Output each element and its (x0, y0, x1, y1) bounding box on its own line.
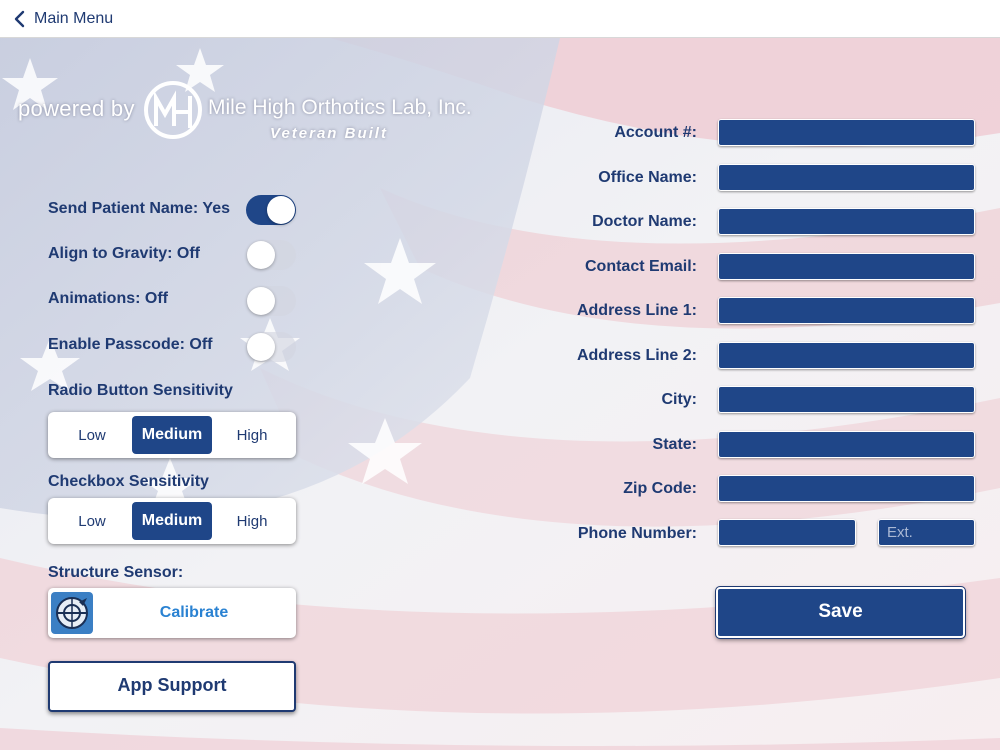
app-support-button[interactable]: App Support (48, 661, 296, 712)
phone-number-field[interactable] (718, 519, 856, 546)
animations-label: Animations: Off (48, 290, 168, 307)
checkbox-sensitivity-high[interactable]: High (236, 512, 268, 530)
back-button[interactable]: Main Menu (12, 8, 113, 30)
zip-code-field[interactable] (718, 475, 975, 502)
toggle-knob (247, 333, 275, 361)
company-logo: powered by Mile High Orthotics Lab, Inc.… (18, 76, 488, 146)
radio-sensitivity-control: Low Medium High (48, 412, 296, 458)
checkbox-sensitivity-control: Low Medium High (48, 498, 296, 544)
contact-email-field[interactable] (718, 253, 975, 280)
city-field[interactable] (718, 386, 975, 413)
sensor-calibration-icon (51, 592, 93, 634)
phone-ext-field[interactable] (878, 519, 975, 546)
send-patient-name-toggle[interactable] (246, 195, 296, 225)
state-field[interactable] (718, 431, 975, 458)
state-label: State: (652, 436, 697, 453)
align-gravity-label: Align to Gravity: Off (48, 245, 200, 262)
checkbox-sensitivity-label: Checkbox Sensitivity (48, 473, 209, 490)
calibrate-button[interactable]: Calibrate (48, 588, 296, 638)
logo-tagline: Veteran Built (270, 125, 388, 142)
toggle-knob (267, 196, 295, 224)
address-line-2-field[interactable] (718, 342, 975, 369)
account-label: Account #: (614, 124, 697, 141)
radio-sensitivity-low[interactable]: Low (78, 426, 106, 444)
account-field[interactable] (718, 119, 975, 146)
enable-passcode-toggle[interactable] (246, 332, 296, 362)
address-line-2-label: Address Line 2: (576, 347, 697, 364)
checkbox-sensitivity-low[interactable]: Low (78, 512, 106, 530)
align-gravity-toggle[interactable] (246, 240, 296, 270)
calibrate-label: Calibrate (159, 604, 229, 621)
city-label: City: (661, 391, 697, 408)
doctor-name-label: Doctor Name: (592, 213, 697, 230)
chevron-left-icon (14, 10, 25, 28)
mh-logo-icon (144, 81, 202, 139)
radio-sensitivity-high[interactable]: High (236, 426, 268, 444)
toggle-knob (247, 241, 275, 269)
phone-number-label: Phone Number: (577, 525, 697, 542)
contact-email-label: Contact Email: (584, 258, 697, 275)
address-line-1-field[interactable] (718, 297, 975, 324)
animations-toggle[interactable] (246, 286, 296, 316)
toggle-knob (247, 287, 275, 315)
logo-company-name: Mile High Orthotics Lab, Inc. (208, 96, 472, 119)
enable-passcode-label: Enable Passcode: Off (48, 336, 213, 353)
office-name-field[interactable] (718, 164, 975, 191)
send-patient-name-label: Send Patient Name: Yes (48, 200, 230, 217)
radio-sensitivity-label: Radio Button Sensitivity (48, 382, 233, 399)
structure-sensor-label: Structure Sensor: (48, 564, 184, 581)
office-name-label: Office Name: (598, 169, 697, 186)
address-line-1-label: Address Line 1: (576, 302, 697, 319)
save-button[interactable]: Save (715, 586, 966, 639)
logo-powered-by: powered by (18, 96, 135, 121)
navigation-bar: Main Menu (0, 0, 1000, 38)
zip-code-label: Zip Code: (623, 480, 697, 497)
back-button-label: Main Menu (34, 10, 114, 27)
checkbox-sensitivity-medium[interactable]: Medium (132, 502, 212, 540)
radio-sensitivity-medium[interactable]: Medium (132, 416, 212, 454)
doctor-name-field[interactable] (718, 208, 975, 235)
